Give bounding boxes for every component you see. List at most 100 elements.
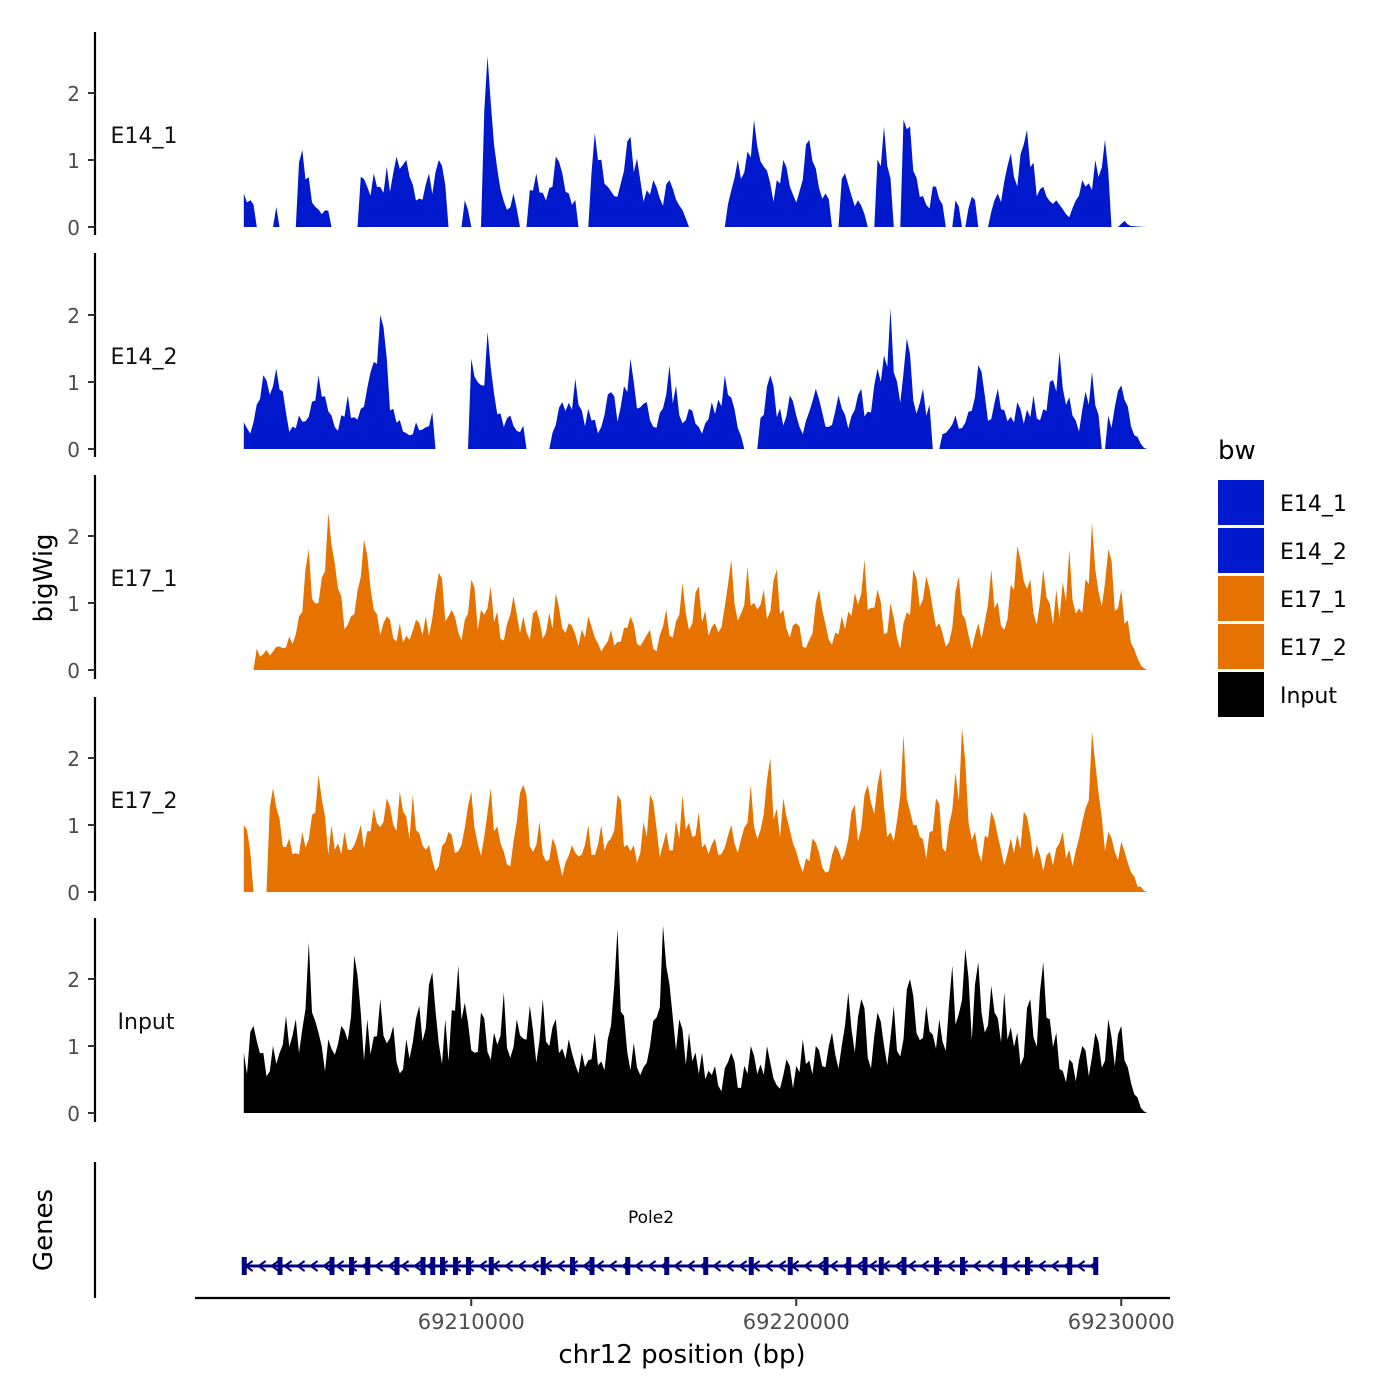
y-tick-label: 1 — [67, 149, 80, 173]
y-tick-label: 2 — [67, 747, 80, 771]
strand-arrow — [581, 1260, 592, 1272]
track-e17-1: E17_1 0 1 2 — [67, 475, 1161, 683]
strand-arrow — [334, 1260, 345, 1272]
y-tick-label: 2 — [67, 525, 80, 549]
strand-arrow — [399, 1260, 410, 1272]
strand-arrow — [373, 1260, 384, 1272]
strand-arrow — [555, 1260, 566, 1272]
strand-arrow — [802, 1260, 813, 1272]
gene-exon — [329, 1257, 335, 1275]
strand-arrow — [971, 1260, 982, 1272]
gene-exon — [488, 1257, 494, 1275]
strand-arrow — [984, 1260, 995, 1272]
strand-arrow — [308, 1260, 319, 1272]
strand-arrow — [1075, 1260, 1086, 1272]
genes-axis-title: Genes — [29, 1189, 59, 1271]
gene-exon — [1002, 1257, 1008, 1275]
track-e14-1: E14_1 0 1 2 — [67, 32, 1161, 240]
track-label: Input — [118, 1010, 175, 1035]
signal-area-e17-2 — [243, 727, 1161, 892]
y-tick-label: 1 — [67, 1035, 80, 1059]
strand-arrow — [672, 1260, 683, 1272]
strand-arrow — [867, 1260, 878, 1272]
strand-arrow — [256, 1260, 267, 1272]
strand-arrow — [477, 1260, 488, 1272]
gene-exon — [241, 1257, 247, 1275]
y-tick-label: 0 — [67, 216, 80, 240]
x-tick-label: 69220000 — [743, 1310, 850, 1334]
bigwig-tracks: E14_1 0 1 2 E14_2 0 1 2 — [67, 32, 1161, 1126]
x-axis: 69210000 69220000 69230000 chr12 position … — [195, 1296, 1175, 1370]
legend-item-e17-1: E17_1 — [1218, 576, 1347, 621]
gene-exon — [394, 1257, 400, 1275]
gene-exon — [420, 1257, 426, 1275]
strand-arrow — [1010, 1260, 1021, 1272]
strand-arrow — [815, 1260, 826, 1272]
x-tick-label: 69230000 — [1068, 1310, 1175, 1334]
x-ticks: 69210000 69220000 69230000 — [418, 1298, 1175, 1334]
strand-arrow — [282, 1260, 293, 1272]
y-ticks: 0 1 2 — [67, 747, 95, 905]
strand-arrow — [295, 1260, 306, 1272]
legend-label: E17_2 — [1280, 636, 1347, 661]
gene-exon — [934, 1257, 939, 1275]
strand-arrow — [893, 1260, 904, 1272]
genes-track: Genes Pole2 — [29, 1162, 1099, 1298]
y-tick-label: 1 — [67, 814, 80, 838]
gene-exon — [589, 1257, 595, 1275]
x-axis-title: chr12 position (bp) — [558, 1340, 805, 1370]
strand-arrow — [646, 1260, 657, 1272]
y-tick-label: 0 — [67, 438, 80, 462]
gene-exon — [349, 1257, 354, 1275]
strand-arrow — [633, 1260, 644, 1272]
strand-arrow — [724, 1260, 735, 1272]
strand-arrow — [763, 1260, 774, 1272]
legend-item-input: Input — [1218, 672, 1337, 717]
strand-arrow — [594, 1260, 605, 1272]
gene-exon — [440, 1257, 445, 1275]
track-label: E14_1 — [111, 124, 178, 149]
y-axis-title: bigWig — [29, 533, 59, 622]
gene-exon — [901, 1257, 907, 1275]
legend-item-e14-1: E14_1 — [1218, 480, 1347, 525]
signal-area-e14-1 — [243, 56, 1161, 228]
legend-label: Input — [1280, 684, 1337, 709]
strand-arrow — [1036, 1260, 1047, 1272]
gene-exon — [625, 1257, 631, 1275]
gene-exon — [1067, 1257, 1073, 1275]
legend-swatch — [1218, 480, 1264, 525]
legend-swatch — [1218, 528, 1264, 573]
y-tick-label: 2 — [67, 304, 80, 328]
legend-title: bw — [1218, 436, 1256, 466]
signal-area-e17-1 — [243, 512, 1161, 670]
strand-arrow — [386, 1260, 397, 1272]
legend-label: E17_1 — [1280, 588, 1347, 613]
gene-exon — [430, 1257, 436, 1275]
strand-arrow — [737, 1260, 748, 1272]
signal-area-e14-2 — [243, 308, 1161, 449]
strand-arrow — [776, 1260, 787, 1272]
y-ticks: 0 1 2 — [67, 968, 95, 1126]
gene-exon — [570, 1257, 575, 1275]
y-tick-label: 0 — [67, 1102, 80, 1126]
strand-arrow — [854, 1260, 865, 1272]
y-tick-label: 0 — [67, 881, 80, 905]
track-label: E17_1 — [111, 567, 178, 592]
track-input: Input 0 1 2 — [67, 918, 1161, 1126]
track-e17-2: E17_2 0 1 2 — [67, 697, 1161, 905]
strand-arrow — [269, 1260, 280, 1272]
legend-label: E14_2 — [1280, 540, 1347, 565]
y-ticks: 0 1 2 — [67, 304, 95, 462]
gene-exon — [466, 1257, 471, 1275]
y-tick-label: 1 — [67, 592, 80, 616]
track-label: E17_2 — [111, 789, 178, 814]
legend-swatch — [1218, 576, 1264, 621]
y-tick-label: 2 — [67, 968, 80, 992]
strand-arrow — [919, 1260, 930, 1272]
strand-arrow — [945, 1260, 956, 1272]
strand-arrow — [1049, 1260, 1060, 1272]
legend-item-e14-2: E14_2 — [1218, 528, 1347, 573]
strand-arrow — [685, 1260, 696, 1272]
strand-arrow — [711, 1260, 722, 1272]
strand-arrow — [412, 1260, 423, 1272]
